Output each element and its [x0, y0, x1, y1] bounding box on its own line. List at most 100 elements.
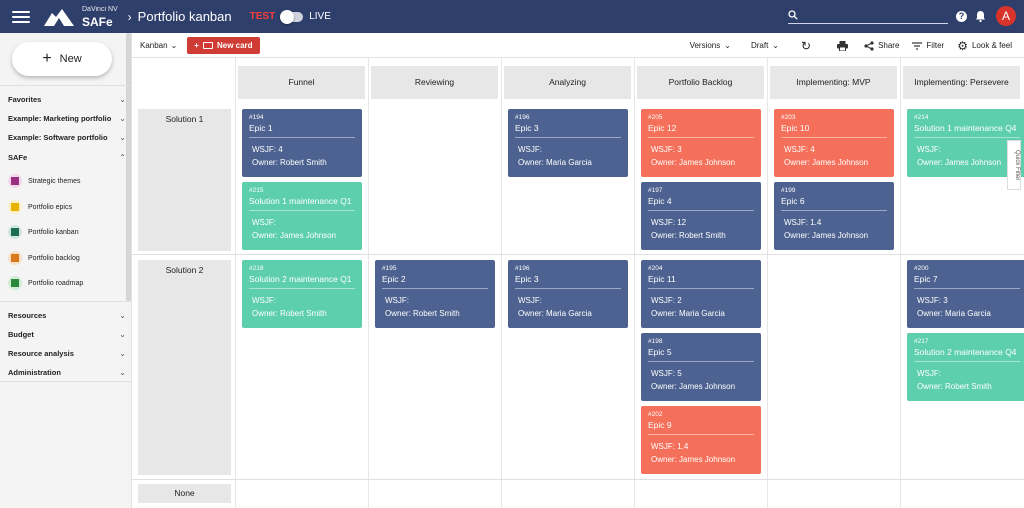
card-owner: Owner: Robert Smith — [252, 158, 327, 167]
kanban-card[interactable]: #217 Solution 2 maintenance Q4 WSJF: Owner:… — [907, 333, 1024, 401]
swimlane-label-none: None — [138, 484, 231, 503]
chevron-down-icon: ⌄ — [119, 133, 126, 142]
share-button[interactable]: Share — [864, 40, 900, 51]
sidebar-section-safe[interactable]: SAFe ⌃ — [8, 153, 126, 162]
chevron-down-icon: ⌄ — [772, 41, 779, 50]
search-input[interactable] — [788, 6, 948, 24]
kanban-card[interactable]: #215 Solution 1 maintenance Q1 WSJF: Owner:… — [242, 182, 362, 250]
card-title: Epic 12 — [648, 123, 677, 133]
sidebar-item-label: Portfolio roadmap — [28, 279, 84, 287]
sidebar-item-label: Portfolio epics — [28, 203, 72, 211]
card-number: #204 — [648, 265, 663, 272]
sidebar-item-label: Strategic themes — [28, 177, 81, 185]
card-wsjf: WSJF: — [518, 296, 542, 305]
section-label: Budget — [8, 330, 34, 339]
sidebar-section-favorites[interactable]: Favorites ⌄ — [8, 95, 126, 104]
view-selector-label: Kanban — [140, 40, 168, 50]
kanban-card[interactable]: #195 Epic 2 WSJF: Owner: Robert Smith — [375, 260, 495, 328]
refresh-icon[interactable]: ↻ — [801, 38, 812, 53]
column-header-funnel: Funnel — [238, 66, 365, 99]
grid-icon — [8, 200, 22, 214]
sidebar-section-administration[interactable]: Administration ⌄ — [8, 368, 126, 377]
print-icon[interactable] — [837, 40, 849, 51]
card-divider — [249, 137, 355, 138]
kanban-card[interactable]: #200 Epic 7 WSJF: 3 Owner: Maria Garcia — [907, 260, 1024, 328]
column-header-portfolio-backlog: Portfolio Backlog — [637, 66, 764, 99]
sidebar-section-budget[interactable]: Budget ⌄ — [8, 330, 126, 339]
menu-icon[interactable] — [12, 10, 30, 23]
sidebar-scrollbar[interactable] — [126, 33, 131, 301]
sidebar-item-strategic-themes[interactable]: Strategic themes — [8, 174, 126, 188]
card-owner: Owner: Maria Garcia — [651, 309, 725, 318]
card-title: Epic 1 — [249, 123, 273, 133]
app-name[interactable]: SAFe — [82, 14, 113, 29]
gear-icon: ⚙ — [957, 38, 968, 53]
kanban-board: Funnel Reviewing Analyzing Portfolio Bac… — [132, 58, 1024, 508]
sidebar-item-portfolio-kanban[interactable]: Portfolio kanban — [8, 225, 126, 239]
card-owner: Owner: James Johnson — [651, 382, 736, 391]
environment-switch[interactable]: TEST LIVE — [250, 9, 331, 24]
card-divider — [515, 288, 621, 289]
chevron-down-icon: ⌄ — [119, 349, 126, 358]
card-wsjf: WSJF: 1.4 — [784, 218, 822, 227]
new-button[interactable]: + New — [12, 42, 112, 76]
page-title: Portfolio kanban — [137, 9, 232, 24]
chevron-down-icon: ⌄ — [119, 368, 126, 377]
section-label: Administration — [8, 368, 61, 377]
grid-icon — [8, 251, 22, 265]
card-number: #203 — [781, 114, 796, 121]
card-divider — [249, 288, 355, 289]
kanban-card[interactable]: #203 Epic 10 WSJF: 4 Owner: James Johnson — [774, 109, 894, 177]
kanban-card[interactable]: #196 Epic 3 WSJF: Owner: Maria Garcia — [508, 109, 628, 177]
kanban-card[interactable]: #199 Epic 6 WSJF: 1.4 Owner: James Johnson — [774, 182, 894, 250]
share-label: Share — [878, 41, 900, 50]
kanban-card[interactable]: #194 Epic 1 WSJF: 4 Owner: Robert Smith — [242, 109, 362, 177]
help-icon[interactable]: ? — [956, 11, 967, 22]
roadmap-icon — [8, 276, 22, 290]
chevron-down-icon: ⌄ — [170, 40, 178, 50]
sidebar-item-portfolio-epics[interactable]: Portfolio epics — [8, 200, 126, 214]
card-divider — [914, 288, 1020, 289]
kanban-card[interactable]: #198 Epic 5 WSJF: 5 Owner: James Johnson — [641, 333, 761, 401]
section-label: SAFe — [8, 153, 28, 162]
chevron-down-icon: ⌄ — [119, 95, 126, 104]
divider — [0, 381, 131, 382]
card-number: #214 — [914, 114, 929, 121]
kanban-card[interactable]: #196 Epic 3 WSJF: Owner: Maria Garcia — [508, 260, 628, 328]
notification-bell-icon[interactable] — [975, 10, 986, 22]
card-divider — [914, 137, 1020, 138]
kanban-card[interactable]: #204 Epic 11 WSJF: 2 Owner: Maria Garcia — [641, 260, 761, 328]
sidebar-section-marketing[interactable]: Example: Marketing portfolio ⌄ — [8, 114, 126, 123]
card-title: Solution 1 maintenance Q4 — [914, 123, 1017, 133]
sidebar-section-software[interactable]: Example: Software portfolio ⌄ — [8, 133, 126, 142]
sidebar-item-portfolio-backlog[interactable]: Portfolio backlog — [8, 251, 126, 265]
card-owner: Owner: Robert Smith — [917, 382, 992, 391]
kanban-card[interactable]: #218 Solution 2 maintenance Q1 WSJF: Owner:… — [242, 260, 362, 328]
draft-dropdown[interactable]: Draft ⌄ — [751, 41, 779, 50]
kanban-card[interactable]: #205 Epic 12 WSJF: 3 Owner: James Johnson — [641, 109, 761, 177]
card-title: Epic 3 — [515, 274, 539, 284]
env-toggle[interactable] — [280, 9, 304, 24]
new-card-button[interactable]: + New card — [187, 36, 260, 54]
sidebar-item-label: Portfolio kanban — [28, 228, 79, 236]
sidebar-section-resource-analysis[interactable]: Resource analysis ⌄ — [8, 349, 126, 358]
kanban-card[interactable]: #214 Solution 1 maintenance Q4 WSJF: Owner:… — [907, 109, 1024, 177]
kanban-card[interactable]: #202 Epic 9 WSJF: 1.4 Owner: James Johnson — [641, 406, 761, 474]
card-icon — [202, 41, 213, 49]
look-and-feel-button[interactable]: ⚙ Look & feel — [957, 39, 1012, 53]
card-owner: Owner: James Johnson — [784, 231, 869, 240]
view-selector[interactable]: Kanban ⌄ — [140, 41, 177, 50]
share-icon — [864, 40, 874, 51]
filter-button[interactable]: Filter — [912, 41, 944, 50]
sidebar-item-portfolio-roadmap[interactable]: Portfolio roadmap — [8, 276, 126, 290]
card-number: #197 — [648, 187, 663, 194]
versions-dropdown[interactable]: Versions ⌄ — [690, 41, 731, 50]
card-wsjf: WSJF: 12 — [651, 218, 687, 227]
card-wsjf: WSJF: — [252, 218, 276, 227]
card-owner: Owner: Robert Smith — [385, 309, 460, 318]
kanban-card[interactable]: #197 Epic 4 WSJF: 12 Owner: Robert Smith — [641, 182, 761, 250]
sidebar-section-resources[interactable]: Resources ⌄ — [8, 311, 126, 320]
card-number: #202 — [648, 411, 663, 418]
quick-filter-tab[interactable]: Quick Filter — [1007, 140, 1021, 190]
avatar[interactable]: A — [996, 6, 1016, 26]
